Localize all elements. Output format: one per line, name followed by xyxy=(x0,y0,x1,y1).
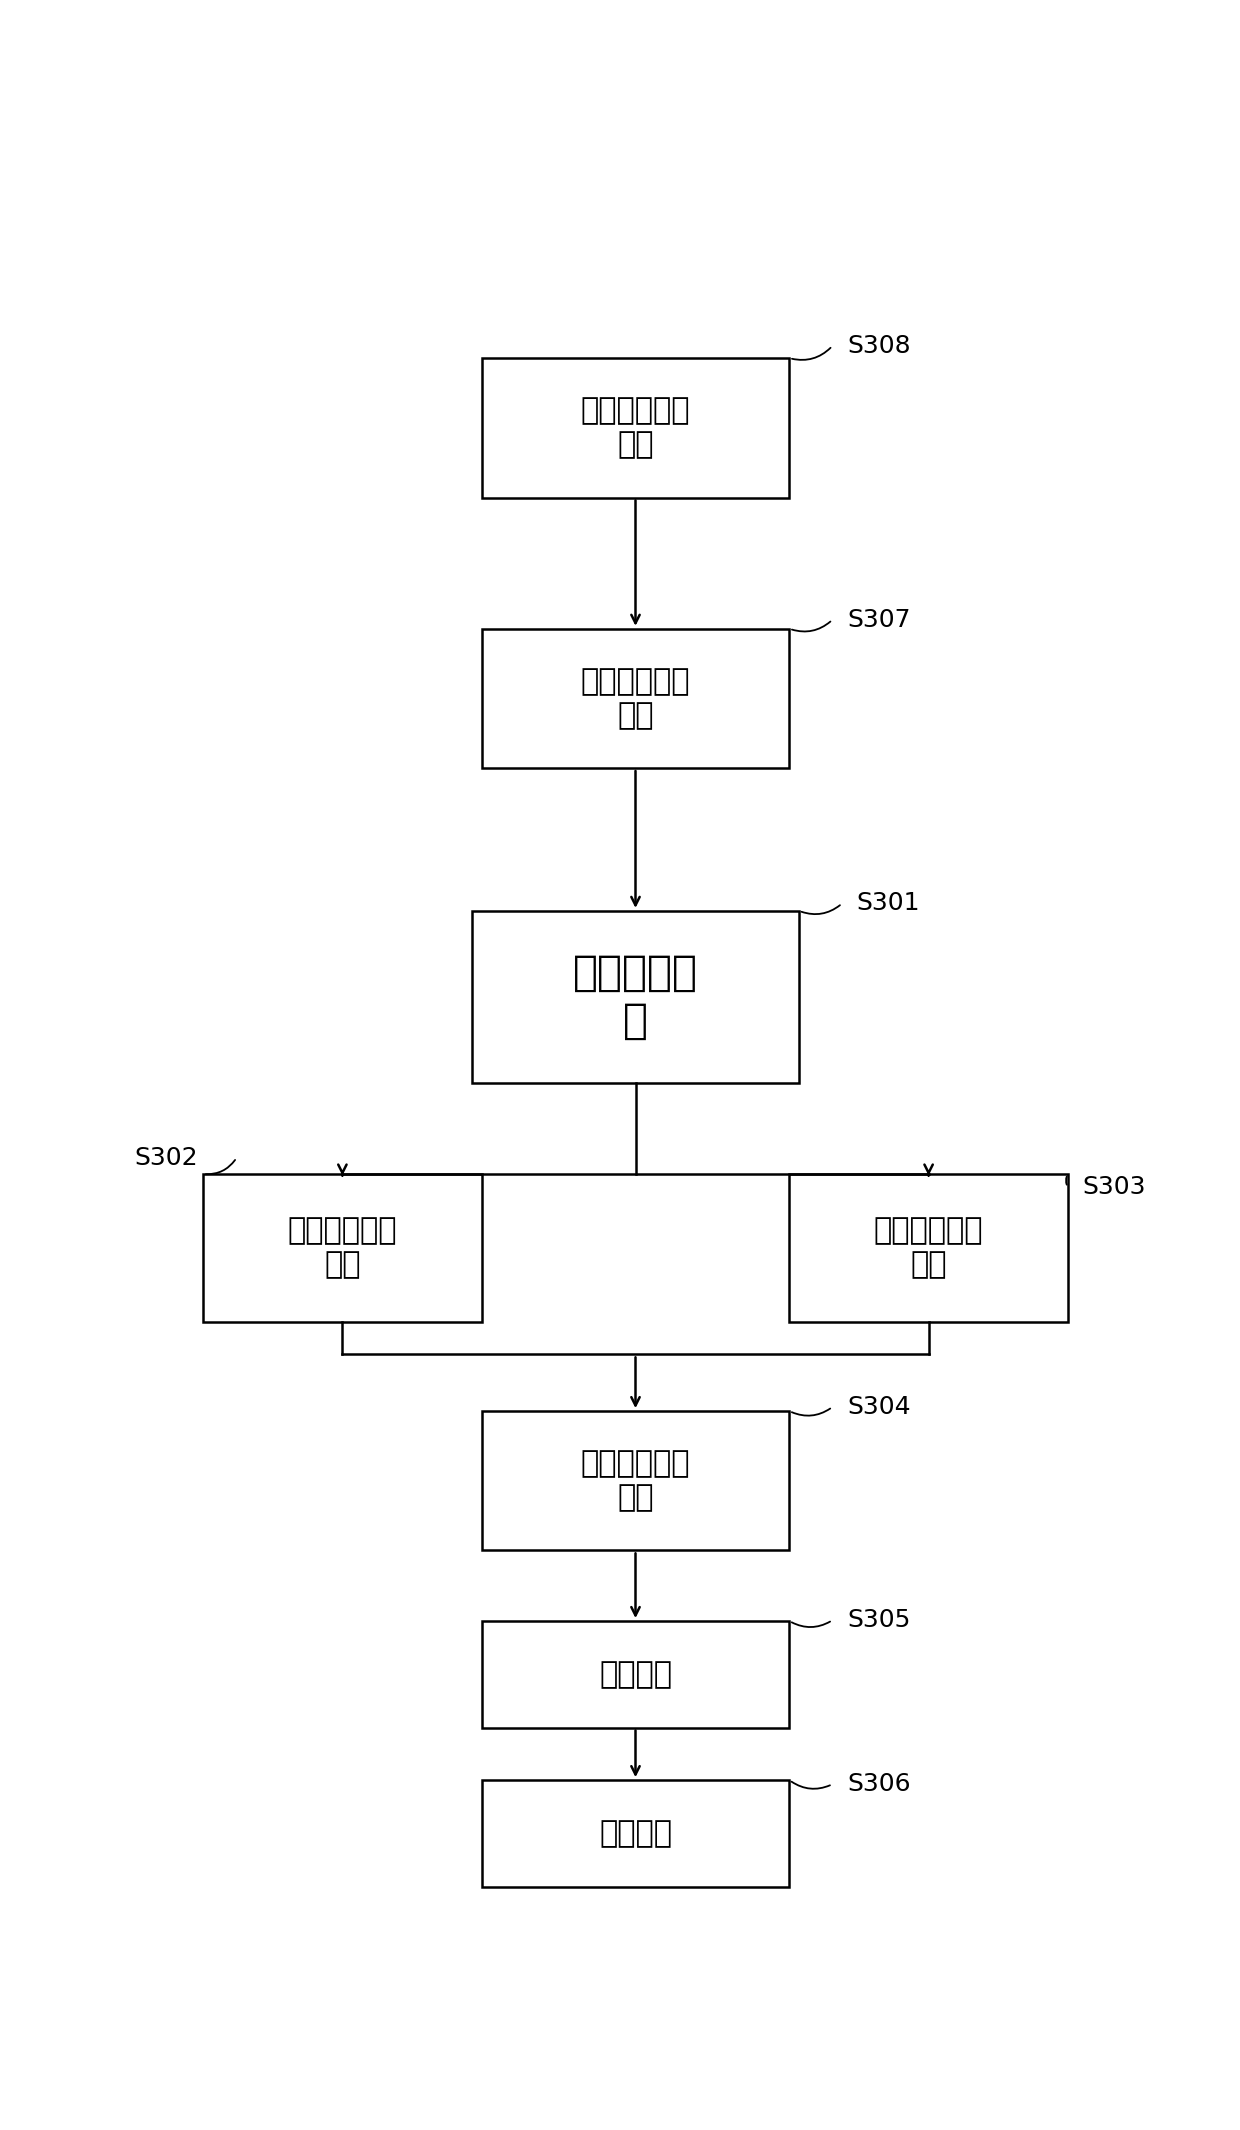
Text: 飞行高度规划
单元: 飞行高度规划 单元 xyxy=(580,667,691,731)
Bar xyxy=(481,1410,789,1551)
Bar xyxy=(481,628,789,769)
Bar xyxy=(472,912,799,1082)
Bar xyxy=(481,1781,789,1887)
Bar xyxy=(481,358,789,498)
Text: S301: S301 xyxy=(857,892,920,916)
Text: 图像采集单
元: 图像采集单 元 xyxy=(573,952,698,1042)
Text: S302: S302 xyxy=(135,1146,198,1169)
Text: S305: S305 xyxy=(847,1608,910,1632)
Bar xyxy=(481,1621,789,1727)
Text: 树木指标确定
单元: 树木指标确定 单元 xyxy=(580,1448,691,1512)
Text: S307: S307 xyxy=(847,607,910,633)
Text: 统计单元: 统计单元 xyxy=(599,1819,672,1849)
Text: 第一图像处理
单元: 第一图像处理 单元 xyxy=(288,1216,397,1280)
Text: 高程信息采集
单元: 高程信息采集 单元 xyxy=(580,396,691,460)
Text: 第二图像处理
单元: 第二图像处理 单元 xyxy=(874,1216,983,1280)
Text: 分析单元: 分析单元 xyxy=(599,1659,672,1689)
Text: S303: S303 xyxy=(1083,1176,1146,1199)
Text: S308: S308 xyxy=(847,334,910,358)
Text: S304: S304 xyxy=(847,1395,910,1419)
Bar xyxy=(203,1174,481,1321)
Text: S306: S306 xyxy=(847,1772,910,1796)
Bar xyxy=(789,1174,1068,1321)
